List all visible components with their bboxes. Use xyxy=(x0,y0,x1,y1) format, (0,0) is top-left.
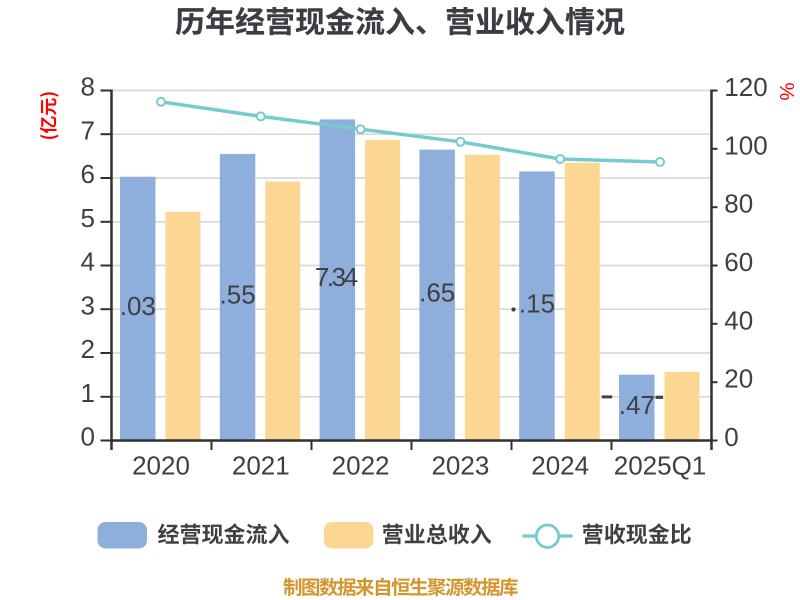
svg-text:.55: .55 xyxy=(220,280,256,310)
svg-text:1: 1 xyxy=(81,378,95,408)
svg-text:8: 8 xyxy=(81,72,95,102)
svg-text:2021: 2021 xyxy=(232,450,290,480)
svg-text:.65: .65 xyxy=(419,277,455,307)
svg-text:6: 6 xyxy=(81,159,95,189)
svg-text:7: 7 xyxy=(81,115,95,145)
svg-text:.03: .03 xyxy=(120,291,156,321)
svg-text:2024: 2024 xyxy=(531,450,589,480)
svg-text:120: 120 xyxy=(724,72,767,102)
svg-text:80: 80 xyxy=(724,189,753,219)
svg-text:20: 20 xyxy=(724,364,753,394)
svg-text:.47: .47 xyxy=(619,390,655,420)
svg-text:2020: 2020 xyxy=(132,450,190,480)
svg-text:2023: 2023 xyxy=(431,450,489,480)
svg-text:0: 0 xyxy=(724,422,738,452)
svg-text:4: 4 xyxy=(81,247,95,277)
svg-text:40: 40 xyxy=(724,305,753,335)
svg-text:60: 60 xyxy=(724,247,753,277)
svg-text:2: 2 xyxy=(81,334,95,364)
svg-text:0: 0 xyxy=(81,422,95,452)
svg-text:2022: 2022 xyxy=(332,450,390,480)
svg-text:3: 3 xyxy=(81,290,95,320)
svg-text:.15: .15 xyxy=(519,288,555,318)
svg-text:5: 5 xyxy=(81,203,95,233)
svg-text:7.34: 7.34 xyxy=(315,262,358,292)
svg-text:%: % xyxy=(775,82,798,100)
svg-text:100: 100 xyxy=(724,130,767,160)
svg-text:2025Q1: 2025Q1 xyxy=(614,450,707,480)
